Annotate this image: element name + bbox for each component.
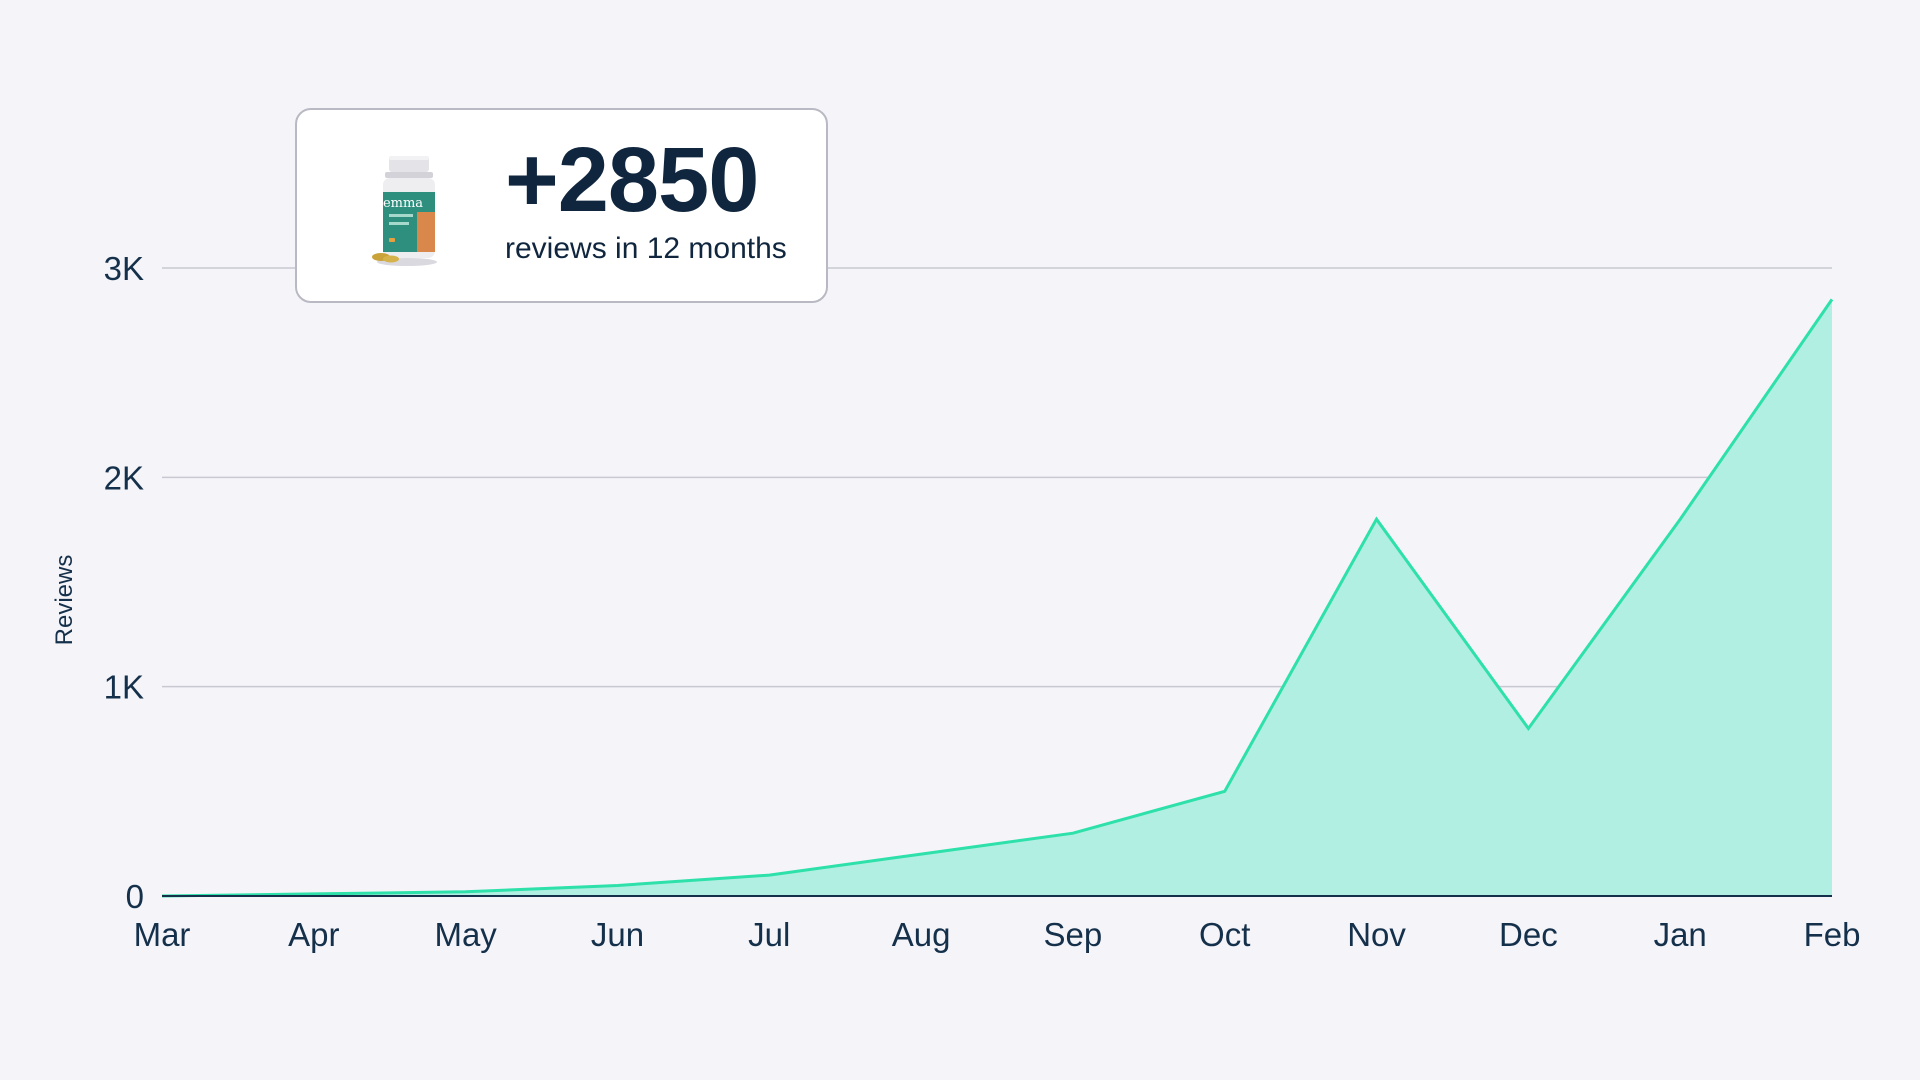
headline-number: +2850 [505, 129, 759, 231]
x-tick-label: Mar [134, 916, 191, 953]
y-tick-label: 1K [104, 669, 144, 706]
grid-lines [162, 267, 1832, 688]
summary-callout: emma +2850 reviews in 12 months [295, 108, 828, 303]
y-tick-label: 0 [126, 878, 144, 915]
supplement-bottle-icon: emma [372, 156, 437, 266]
x-tick-label: Oct [1199, 916, 1250, 953]
x-tick-label: Jul [748, 916, 790, 953]
y-tick-label: 3K [104, 250, 144, 287]
x-tick-label: Jan [1654, 916, 1707, 953]
x-tick-label: Apr [288, 916, 339, 953]
x-tick-label: Feb [1804, 916, 1861, 953]
series-area [161, 298, 1834, 898]
y-tick-label: 2K [104, 459, 144, 496]
headline-caption: reviews in 12 months [505, 232, 787, 265]
x-tick-label: Jun [591, 916, 644, 953]
x-tick-label: Aug [892, 916, 951, 953]
x-tick-label: Dec [1499, 916, 1558, 953]
series-area-fill [162, 299, 1832, 896]
series-line [161, 298, 1834, 898]
x-axis-ticks: Mar Apr May Jun Jul Aug Sep Oct Nov Dec Jan Feb [134, 916, 1861, 953]
product-label: emma [383, 196, 423, 211]
y-axis-ticks: 0 1K 2K 3K [104, 250, 144, 915]
x-tick-label: Sep [1044, 916, 1103, 953]
y-axis-title: Reviews [51, 555, 78, 646]
x-tick-label: May [434, 916, 497, 953]
x-tick-label: Nov [1347, 916, 1406, 953]
